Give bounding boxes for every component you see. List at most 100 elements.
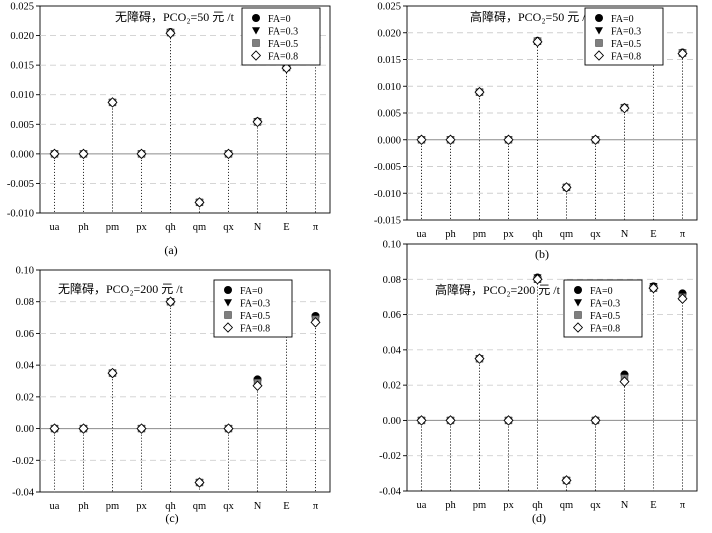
legend-label: FA=0.3 [611, 27, 641, 38]
data-point [590, 134, 601, 146]
chart-panel: 0.10 0.08 0.06 0.04 0.02 0.00 -0.02 -0.04 ua ph pm… [379, 240, 698, 525]
chart-panel: 0.025 0.020 0.015 0.010 0.005 0.000 -0.005 -0.0… [7, 2, 331, 257]
legend-marker [252, 14, 260, 22]
data-point [136, 148, 147, 160]
x-tick-label: π [313, 222, 319, 233]
data-point [561, 182, 572, 193]
y-tick-label: 0.015 [10, 61, 34, 72]
y-tick-label: 0.06 [16, 329, 34, 340]
y-tick-label: 0.000 [377, 135, 401, 146]
panel-title: 高障碍，PCO₂=50 元 /t [470, 9, 590, 24]
legend-label: FA=0 [240, 286, 263, 297]
data-point [677, 293, 688, 304]
plot-frame [39, 5, 331, 214]
x-tick-label: qx [223, 222, 234, 233]
y-tick-label: -0.010 [7, 209, 34, 220]
legend-label: FA=0 [590, 286, 613, 297]
legend-label: FA=0.3 [240, 299, 270, 310]
x-tick-label: E [283, 222, 289, 233]
x-tick-label: qm [560, 500, 573, 511]
data-point [223, 148, 234, 160]
chart-panel: 0.10 0.08 0.06 0.04 0.02 0.00 -0.02 -0.04 ua ph pm… [12, 266, 331, 525]
legend-label: FA=0.3 [268, 27, 298, 38]
data-point [416, 415, 427, 426]
legend-label: FA=0 [268, 14, 291, 25]
data-point [619, 376, 630, 387]
x-tick-label: E [283, 501, 289, 512]
x-tick-label: ph [78, 222, 89, 233]
legend-label: FA=0.5 [268, 39, 298, 50]
legend-marker [222, 322, 234, 333]
x-tick-label: qx [590, 229, 601, 240]
data-point [107, 367, 118, 379]
y-tick-label: 0.00 [16, 424, 34, 435]
data-point [78, 423, 89, 434]
y-tick-label: 0.015 [377, 55, 401, 66]
y-tick-label: -0.02 [12, 456, 34, 467]
panel-label: (d) [532, 511, 546, 525]
data-point [474, 86, 485, 98]
plot-frame [39, 269, 331, 493]
x-tick-label: qh [165, 501, 176, 512]
x-tick-label: px [136, 222, 147, 233]
panel-title: 高障碍，PCO₂=200 元 /t [435, 282, 561, 297]
panel-label: (b) [535, 247, 549, 261]
data-point [503, 134, 514, 146]
y-tick-label: 0.02 [16, 392, 34, 403]
panel-title: 无障碍，PCO₂=50 元 /t [115, 9, 235, 24]
y-tick-label: 0.08 [16, 297, 34, 308]
legend-label: FA=0.8 [590, 324, 620, 335]
legend-label: FA=0.5 [240, 311, 270, 322]
y-tick-label: 0.000 [10, 149, 34, 160]
legend-marker [252, 27, 260, 35]
legend-label: FA=0.5 [611, 39, 641, 50]
legend-label: FA=0 [611, 14, 634, 25]
data-point [252, 116, 263, 128]
x-tick-label: E [650, 500, 656, 511]
y-tick-label: 0.020 [10, 31, 34, 42]
plot-frame [406, 243, 698, 492]
y-tick-label: -0.015 [374, 216, 401, 227]
y-tick-label: 0.020 [377, 28, 401, 39]
x-tick-label: qm [193, 501, 206, 512]
x-tick-label: ua [417, 500, 427, 511]
legend-marker [250, 50, 262, 61]
legend-marker [593, 50, 605, 61]
data-point [194, 197, 205, 208]
y-tick-label: 0.04 [16, 361, 35, 372]
y-tick-label: 0.00 [383, 416, 401, 427]
x-tick-label: ua [417, 229, 427, 240]
data-point [194, 477, 205, 488]
x-tick-label: ph [445, 500, 456, 511]
legend-marker [224, 299, 232, 307]
legend-marker [224, 311, 232, 319]
x-tick-label: qx [223, 501, 234, 512]
y-tick-label: -0.04 [12, 488, 35, 499]
legend-marker [224, 286, 232, 294]
x-tick-label: px [503, 229, 514, 240]
x-tick-label: qh [165, 222, 176, 233]
y-tick-label: 0.08 [383, 275, 401, 286]
x-tick-label: qm [193, 222, 206, 233]
data-point [416, 134, 427, 146]
y-tick-label: -0.04 [379, 487, 402, 498]
y-tick-label: 0.10 [383, 240, 401, 251]
data-point [252, 380, 263, 392]
y-tick-label: 0.005 [10, 120, 34, 131]
y-tick-label: 0.06 [383, 310, 401, 321]
data-point [445, 415, 456, 426]
y-tick-label: -0.005 [374, 162, 401, 173]
y-tick-label: 0.010 [10, 90, 34, 101]
x-tick-label: qh [532, 229, 543, 240]
legend-marker [572, 322, 584, 333]
data-point [165, 27, 176, 39]
data-point [619, 102, 630, 114]
x-tick-label: qm [560, 229, 573, 240]
data-point [503, 415, 514, 426]
x-tick-label: qh [532, 500, 543, 511]
chart-panel: 0.025 0.020 0.015 0.010 0.005 0.000 -0.005 -0.0… [374, 2, 698, 261]
x-tick-label: qx [590, 500, 601, 511]
legend: FA=0 FA=0.3FA=0.5 FA=0.8 [241, 7, 321, 66]
panel-label: (a) [164, 243, 177, 257]
